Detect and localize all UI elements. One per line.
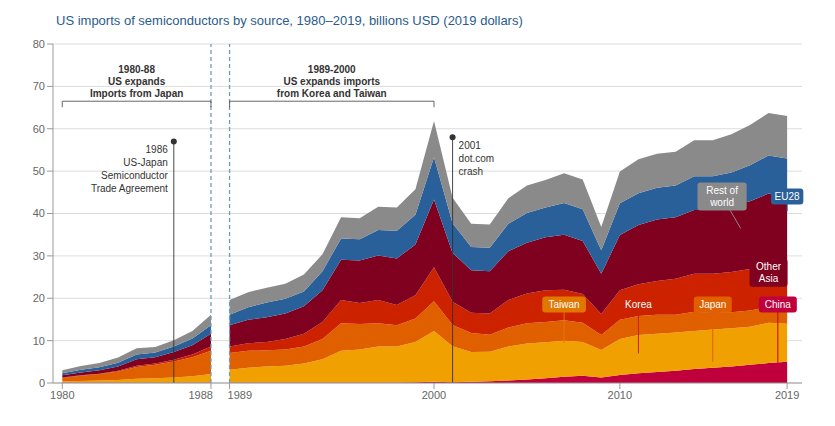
svg-text:1980: 1980	[50, 389, 74, 401]
svg-text:2001dot.comcrash: 2001dot.comcrash	[459, 140, 495, 177]
svg-text:60: 60	[33, 123, 45, 135]
svg-text:40: 40	[33, 207, 45, 219]
svg-text:Taiwan: Taiwan	[549, 299, 580, 310]
svg-text:50: 50	[33, 165, 45, 177]
svg-text:70: 70	[33, 80, 45, 92]
svg-text:1989: 1989	[228, 389, 252, 401]
svg-text:1989-2000US expands importsfro: 1989-2000US expands importsfrom Korea an…	[277, 64, 387, 99]
svg-text:1988: 1988	[188, 389, 212, 401]
svg-text:30: 30	[33, 250, 45, 262]
svg-text:2010: 2010	[608, 389, 632, 401]
svg-text:20: 20	[33, 292, 45, 304]
svg-text:10: 10	[33, 335, 45, 347]
svg-text:2019: 2019	[775, 389, 799, 401]
html-text:US imports of semiconductors b: US imports of semiconductors by source, …	[56, 13, 523, 28]
svg-text:Korea: Korea	[625, 299, 652, 310]
svg-text:Rest ofworld: Rest ofworld	[706, 185, 738, 208]
svg-text:EU28: EU28	[775, 191, 800, 202]
svg-text:80: 80	[33, 38, 45, 50]
svg-text:China: China	[765, 299, 792, 310]
svg-text:OtherAsia: OtherAsia	[756, 261, 782, 284]
svg-text:1986US-JapanSemiconductorTrade: 1986US-JapanSemiconductorTrade Agreement	[91, 144, 169, 194]
svg-text:Japan: Japan	[699, 299, 726, 310]
svg-text:2000: 2000	[422, 389, 446, 401]
svg-text:0: 0	[39, 377, 45, 389]
svg-text:1980-88US expandsImports from: 1980-88US expandsImports from Japan	[90, 64, 183, 99]
